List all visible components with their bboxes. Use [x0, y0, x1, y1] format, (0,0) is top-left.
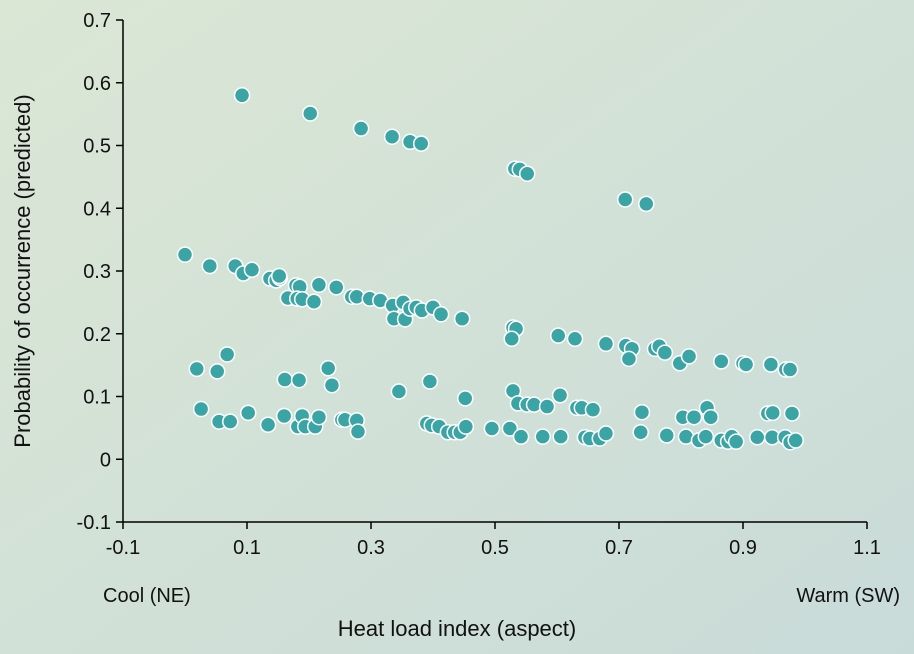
y-tick-label: 0 — [100, 449, 111, 471]
point — [301, 105, 319, 122]
point — [323, 376, 341, 394]
x-tick-label: 1.1 — [853, 537, 881, 559]
point — [328, 279, 345, 296]
point — [270, 267, 288, 285]
point — [549, 327, 567, 344]
point — [503, 330, 520, 348]
x-tick-label: 0.7 — [605, 537, 633, 559]
point — [310, 276, 328, 294]
point — [762, 356, 780, 373]
point — [597, 425, 615, 442]
point — [176, 246, 194, 263]
point — [713, 353, 730, 370]
point — [551, 386, 569, 404]
point — [218, 346, 236, 363]
point — [501, 420, 519, 437]
point — [633, 403, 651, 421]
x-tick-label: 0.5 — [481, 537, 509, 559]
y-tick-label: 0.1 — [83, 387, 111, 409]
point — [727, 433, 745, 450]
point — [749, 429, 766, 446]
point — [783, 405, 801, 422]
point — [383, 128, 401, 145]
point — [290, 371, 308, 389]
point — [453, 310, 471, 327]
point — [566, 330, 584, 348]
point — [233, 87, 251, 104]
point — [319, 360, 337, 377]
point — [239, 404, 257, 422]
y-axis-label: Probability of occurrence (predicted) — [10, 94, 35, 447]
point — [787, 432, 804, 449]
point — [620, 350, 638, 368]
point — [275, 407, 293, 425]
y-tick-label: 0.3 — [83, 261, 111, 283]
point — [483, 420, 501, 437]
point — [584, 401, 602, 418]
point — [518, 165, 536, 182]
point — [390, 383, 408, 400]
point — [457, 418, 475, 435]
point — [597, 335, 615, 353]
point — [656, 344, 674, 361]
annotation: Warm (SW) — [796, 585, 900, 607]
point — [658, 427, 675, 444]
point — [259, 416, 277, 433]
point — [201, 257, 219, 275]
point — [456, 390, 474, 407]
y-tick-label: 0.7 — [83, 10, 111, 32]
point — [685, 408, 703, 426]
x-tick-label: 0.9 — [729, 537, 757, 559]
point — [310, 408, 328, 426]
point — [188, 360, 206, 378]
point — [222, 413, 239, 430]
point — [208, 363, 226, 380]
point — [243, 261, 261, 278]
y-tick-label: 0.6 — [83, 73, 111, 95]
point — [534, 428, 551, 445]
point — [781, 361, 799, 378]
x-tick-label: 0.1 — [233, 537, 261, 559]
point — [764, 404, 782, 422]
point — [352, 120, 370, 137]
point — [305, 293, 323, 310]
point — [680, 348, 698, 365]
y-tick-label: -0.1 — [77, 512, 111, 534]
point — [538, 398, 556, 415]
y-tick-label: 0.4 — [83, 198, 111, 220]
point — [552, 428, 569, 445]
x-tick-label: -0.1 — [106, 537, 140, 559]
y-tick-label: 0.5 — [83, 136, 111, 158]
point — [512, 428, 530, 445]
point — [349, 423, 367, 440]
y-tick-label: 0.2 — [83, 324, 111, 346]
x-axis-label: Heat load index (aspect) — [338, 616, 576, 641]
point — [616, 191, 634, 208]
point — [432, 306, 450, 323]
annotation: Cool (NE) — [103, 585, 191, 607]
point — [276, 371, 294, 388]
point — [192, 400, 210, 418]
point — [421, 373, 439, 390]
point — [412, 135, 430, 152]
point — [697, 428, 715, 445]
point — [737, 356, 755, 373]
point — [702, 408, 720, 426]
point — [632, 424, 649, 441]
x-tick-label: 0.3 — [357, 537, 385, 559]
point — [638, 195, 655, 213]
